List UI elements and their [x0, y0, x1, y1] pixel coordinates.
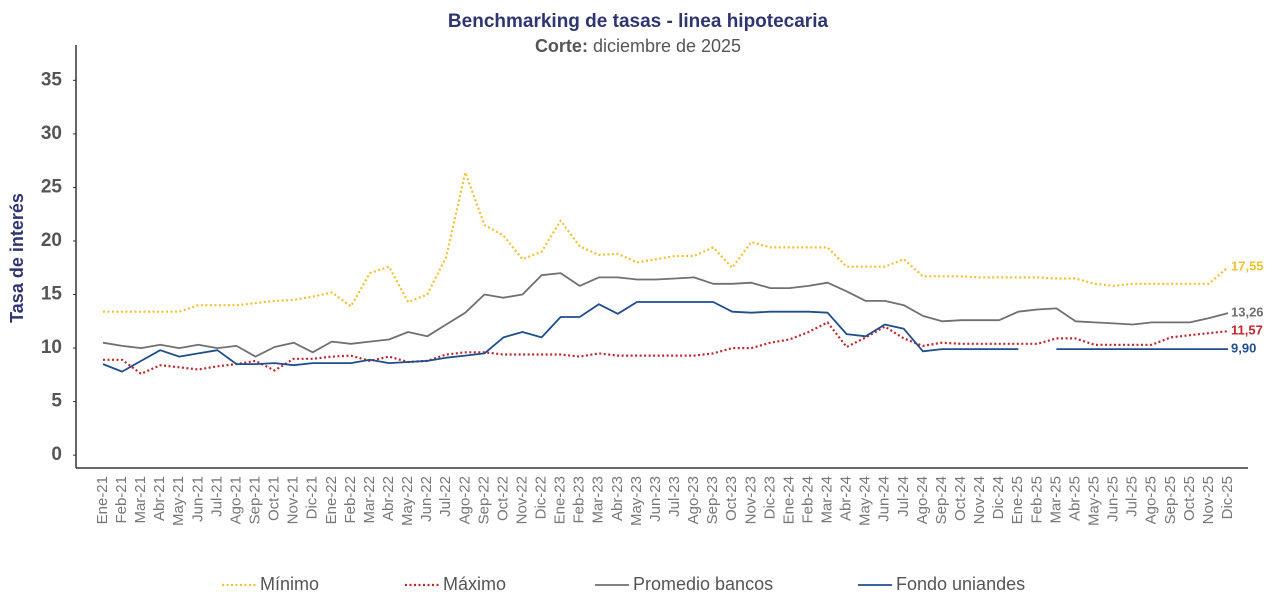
legend-label: Fondo uniandes: [896, 574, 1025, 594]
x-tick-label: May-25: [1085, 476, 1102, 526]
x-tick-label: Jul-25: [1124, 476, 1141, 517]
x-tick-label: Mar-23: [590, 476, 607, 524]
end-label: 13,26: [1231, 305, 1264, 320]
x-tick-label: Ene-25: [1009, 476, 1026, 524]
x-tick-label: Dic-24: [990, 476, 1007, 519]
x-tick-label: Dic-25: [1219, 476, 1236, 519]
x-tick-label: Mar-21: [132, 476, 149, 524]
x-tick-label: Jun-25: [1105, 476, 1122, 522]
x-tick-label: Feb-22: [342, 476, 359, 524]
x-tick-label: Feb-24: [799, 476, 816, 524]
x-tick-label: Oct-21: [266, 476, 283, 521]
end-label: 9,90: [1231, 341, 1256, 356]
x-tick-label: May-21: [170, 476, 187, 526]
x-tick-label: Oct-23: [723, 476, 740, 521]
end-label: 11,57: [1231, 323, 1263, 338]
x-tick-label: Sep-21: [247, 476, 264, 524]
legend-label: Promedio bancos: [633, 574, 773, 594]
x-tick-label: Dic-21: [304, 476, 321, 519]
y-tick-label: 30: [41, 123, 62, 144]
y-tick-label: 5: [51, 391, 62, 412]
series-line: [102, 272, 1229, 358]
x-tick-label: Mar-24: [819, 476, 836, 524]
x-tick-label: Nov-23: [742, 476, 759, 524]
x-tick-label: Jul-21: [208, 476, 225, 517]
x-tick-label: Ene-23: [552, 476, 569, 524]
x-tick-label: May-23: [628, 476, 645, 526]
x-tick-label: Sep-24: [933, 476, 950, 524]
x-tick-label: Jun-24: [876, 476, 893, 522]
x-tick-label: Jun-23: [647, 476, 664, 522]
chart-subtitle: Corte: diciembre de 2025: [535, 36, 741, 56]
x-tick-label: Ago-24: [914, 476, 931, 524]
x-tick-label: Jul-22: [437, 476, 454, 517]
y-tick-label: 15: [41, 284, 63, 305]
x-tick-label: Dic-22: [533, 476, 550, 519]
x-tick-label: Jul-24: [895, 476, 912, 517]
subtitle-label: Corte:: [535, 36, 588, 56]
x-tick-label: Abr-22: [380, 476, 397, 521]
x-tick-label: Ago-25: [1143, 476, 1160, 524]
x-tick-label: Abr-23: [609, 476, 626, 521]
x-tick-label: Abr-21: [151, 476, 168, 521]
x-tick-label: Dic-23: [761, 476, 778, 519]
y-tick-label: 20: [41, 230, 62, 251]
x-tick-label: Abr-24: [838, 476, 855, 521]
x-tick-label: Oct-25: [1181, 476, 1198, 521]
x-tick-label: Nov-24: [971, 476, 988, 524]
x-tick-label: Sep-25: [1162, 476, 1179, 524]
series-line: [102, 301, 1228, 373]
x-tick-label: Mar-25: [1047, 476, 1064, 524]
x-tick-label: Ago-21: [227, 476, 244, 524]
x-tick-label: Sep-22: [475, 476, 492, 524]
chart-title: Benchmarking de tasas - linea hipotecari…: [448, 11, 829, 32]
x-tick-label: Ene-22: [323, 476, 340, 524]
x-tick-label: Sep-23: [704, 476, 721, 524]
end-label: 17,55: [1231, 259, 1264, 274]
x-tick-label: Ago-23: [685, 476, 702, 524]
x-tick-label: Feb-25: [1028, 476, 1045, 524]
legend-label: Mínimo: [260, 574, 319, 594]
x-tick-label: Jun-22: [418, 476, 435, 522]
x-tick-label: Oct-24: [952, 476, 969, 521]
x-tick-label: Ene-24: [780, 476, 797, 524]
x-tick-label: Oct-22: [494, 476, 511, 521]
x-tick-label: Feb-21: [113, 476, 130, 524]
x-tick-label: Abr-25: [1066, 476, 1083, 521]
series-line: [103, 171, 1229, 313]
x-tick-label: Nov-25: [1200, 476, 1217, 524]
y-axis-title: Tasa de interés: [7, 193, 27, 323]
x-tick-label: Jun-21: [189, 476, 206, 522]
subtitle-text: diciembre de 2025: [593, 36, 741, 56]
x-tick-label: Jul-23: [666, 476, 683, 517]
x-tick-label: Mar-22: [361, 476, 378, 524]
y-tick-label: 25: [41, 176, 63, 197]
legend-label: Máximo: [443, 574, 506, 594]
series-line: [103, 321, 1229, 375]
y-tick-label: 10: [41, 337, 62, 358]
y-tick-label: 35: [41, 69, 63, 90]
x-tick-label: May-24: [857, 476, 874, 526]
y-tick-label: 0: [51, 444, 62, 465]
x-tick-label: Ago-22: [456, 476, 473, 524]
x-tick-label: Nov-22: [513, 476, 530, 524]
x-tick-label: Feb-23: [571, 476, 588, 524]
x-tick-label: May-22: [399, 476, 416, 526]
x-tick-label: Nov-21: [285, 476, 302, 524]
x-tick-label: Ene-21: [94, 476, 111, 524]
